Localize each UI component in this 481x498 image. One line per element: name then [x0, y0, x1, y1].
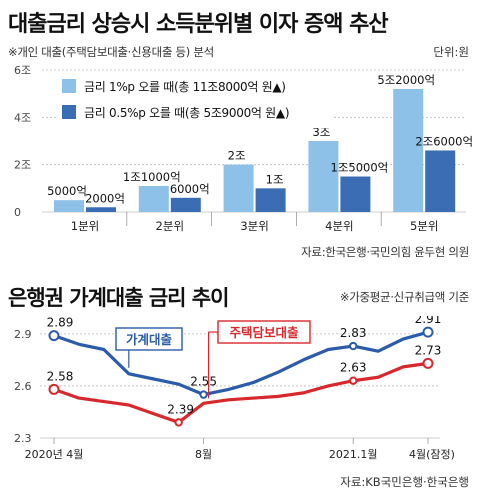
- bar-value-label: 3조: [312, 125, 330, 139]
- bar-value-label: 2조: [228, 149, 246, 163]
- bar-value-label: 2000억: [85, 191, 125, 205]
- line-y-tick-label: 2.3: [14, 432, 32, 445]
- series-line-mortgage: [53, 361, 429, 424]
- series-name-mortgage: 주택담보대출: [229, 325, 299, 340]
- line-x-tick-label: 4월(잠정): [409, 448, 455, 461]
- legend-label-1pp: 금리 1%p 오를 때(총 11조8000억 원▲): [84, 79, 286, 94]
- series-value-label: 2.55: [190, 375, 217, 389]
- series-value-label: 2.91: [415, 316, 442, 326]
- bar-value-label: 1조: [266, 172, 284, 186]
- bar-category-label: 3분위: [240, 219, 268, 233]
- bar-05pp-5: [425, 150, 456, 212]
- series-value-label: 2.39: [167, 402, 194, 416]
- bar-chart-title: 대출금리 상승시 소득분위별 이자 증액 추산: [8, 12, 389, 37]
- series-value-label: 2.73: [415, 343, 442, 357]
- bar-chart-unit: 단위:원: [433, 45, 469, 59]
- series-value-label: 2.63: [340, 361, 367, 375]
- line-x-tick-label: 8월: [195, 448, 212, 461]
- bar-chart-source: 자료:한국은행·국민의힘 윤두현 의원: [301, 245, 469, 259]
- series-point: [349, 376, 358, 385]
- callout-box-household: [115, 327, 183, 351]
- line-chart-subtitle: ※가중평균·신규취급액 기준: [339, 290, 469, 304]
- series-value-label: 2.89: [47, 316, 74, 330]
- callout-box-mortgage: [217, 320, 311, 344]
- line-y-tick-label: 2.6: [14, 380, 32, 393]
- bar-category-label: 2분위: [156, 219, 184, 233]
- line-chart: 2.3 2.6 2.9 2020년 4월 8월 2021.1월 4월(잠정) 2.89 2.55…: [14, 316, 455, 461]
- series-point: [422, 326, 434, 338]
- series-point: [199, 390, 208, 399]
- bar-value-label: 1조1000억: [123, 170, 181, 184]
- bar-chart-subtitle: ※개인 대출(주택담보대출·신용대출 등) 분석: [8, 45, 214, 59]
- series-point: [48, 383, 60, 395]
- line-chart-title: 은행권 가계대출 금리 추이: [8, 286, 229, 310]
- series-point: [422, 357, 434, 369]
- bar-value-label: 6000억: [170, 182, 210, 196]
- bar-value-label: 5조2000억: [377, 73, 435, 87]
- legend-item-1pp: 금리 1%p 오를 때(총 11조8000억 원▲): [62, 76, 286, 96]
- bar-1pp-5: [393, 88, 424, 212]
- bar-y-tick-label: 4조: [14, 111, 31, 124]
- line-x-tick-label: 2021.1월: [329, 448, 378, 461]
- legend-label-05pp: 금리 0.5%p 오를 때(총 5조9000억 원▲): [84, 105, 290, 120]
- bar-value-label: 5000억: [47, 184, 87, 198]
- bar-1pp-3: [223, 164, 254, 212]
- bar-chart-legend: 금리 1%p 오를 때(총 11조8000억 원▲) 금리 0.5%p 오를 때…: [58, 72, 334, 128]
- series-name-household: 가계대출: [126, 332, 173, 347]
- legend-swatch-05pp: [62, 105, 76, 119]
- bar-05pp-1: [86, 207, 116, 212]
- series-line-household: [53, 330, 429, 397]
- bar-05pp-4: [340, 176, 371, 212]
- series-point: [174, 418, 183, 427]
- line-panel-background: [0, 268, 481, 498]
- bar-value-label: 2조6000억: [415, 134, 473, 148]
- series-point: [48, 330, 60, 342]
- bar-value-label: 1조5000억: [331, 161, 389, 175]
- bar-y-tick-label: 0: [14, 206, 21, 219]
- bar-y-tick-label: 6조: [14, 64, 31, 77]
- series-value-label: 2.83: [340, 326, 367, 340]
- bar-y-tick-label: 2조: [14, 159, 31, 172]
- legend-item-05pp: 금리 0.5%p 오를 때(총 5조9000억 원▲): [62, 102, 290, 122]
- bar-1pp-2: [138, 185, 169, 212]
- line-x-tick-label: 2020년 4월: [25, 448, 84, 461]
- bar-category-label: 5분위: [410, 219, 438, 233]
- bar-05pp-3: [255, 188, 286, 212]
- series-point: [349, 341, 358, 351]
- series-value-label: 2.58: [47, 369, 74, 383]
- line-chart-source: 자료:KB국민은행·한국은행: [340, 475, 469, 489]
- bar-category-label: 4분위: [325, 219, 353, 233]
- legend-swatch-1pp: [62, 79, 76, 93]
- bar-category-label: 1분위: [71, 219, 99, 233]
- bar-1pp-1: [54, 200, 84, 212]
- bar-05pp-2: [170, 197, 201, 212]
- bar-1pp-4: [308, 141, 339, 212]
- line-y-tick-label: 2.9: [14, 328, 32, 341]
